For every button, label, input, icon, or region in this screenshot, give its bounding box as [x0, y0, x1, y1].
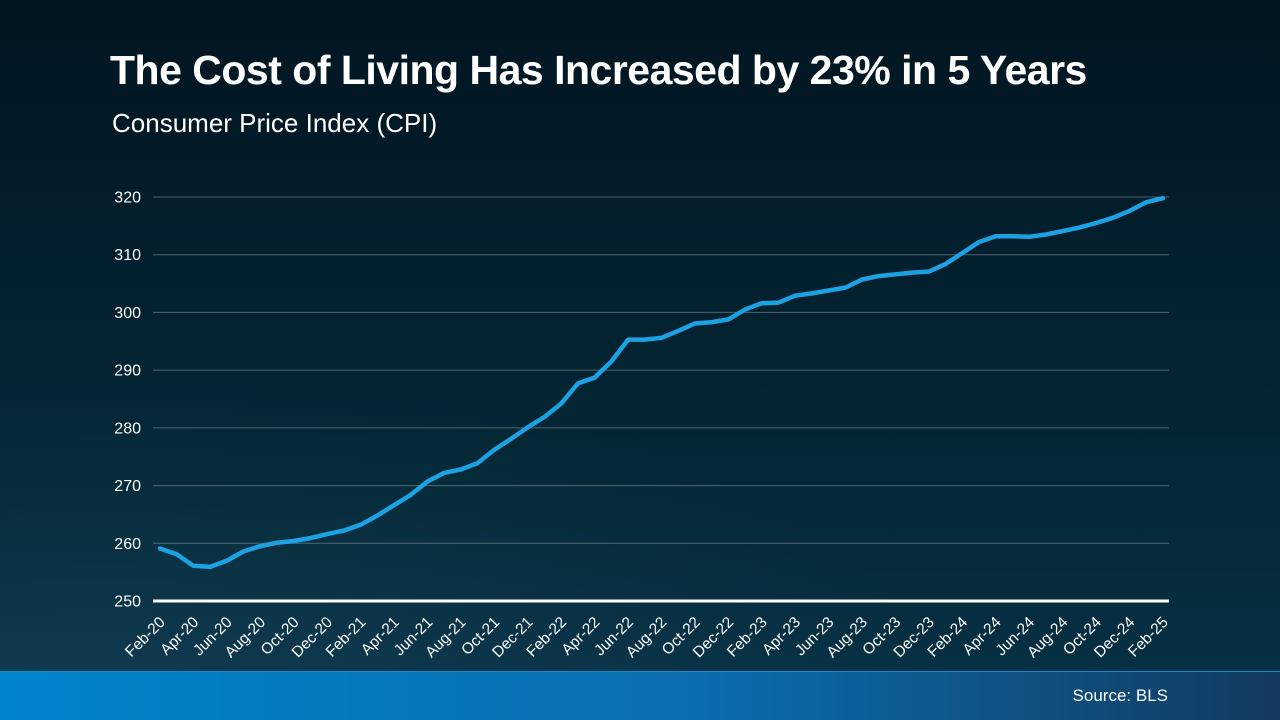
source-attribution: Source: BLS [1072, 686, 1168, 705]
x-axis-labels: Feb-20Apr-20Jun-20Aug-20Oct-20Dec-20Feb-… [122, 614, 1172, 662]
y-tick-label: 250 [114, 594, 141, 611]
y-axis-labels: 250 260 270 280 290 300 310 320 [114, 190, 141, 611]
y-tick-label: 320 [114, 190, 141, 207]
footer-accent-bar: Source: BLS [0, 671, 1280, 720]
y-tick-label: 260 [114, 536, 141, 553]
x-tick-label: Feb-20 [122, 614, 169, 661]
y-tick-label: 310 [114, 247, 141, 264]
chart-subtitle: Consumer Price Index (CPI) [112, 108, 438, 138]
cpi-data-line [157, 195, 1166, 570]
y-tick-label: 290 [114, 363, 141, 380]
y-tick-label: 280 [114, 420, 141, 437]
chart-title: The Cost of Living Has Increased by 23% … [110, 47, 1087, 93]
gridlines [153, 196, 1169, 603]
y-tick-label: 300 [114, 305, 141, 322]
y-tick-label: 270 [114, 478, 141, 495]
